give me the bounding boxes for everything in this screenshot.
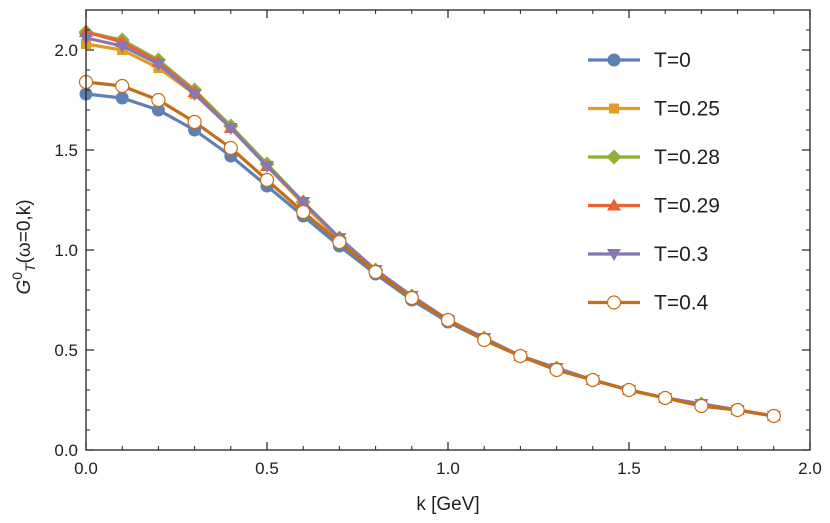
data-point [332,234,347,250]
legend-label: T=0.29 [654,195,720,218]
data-point [658,390,673,406]
data-point [187,114,202,130]
data-point [621,382,637,398]
data-point [585,372,600,388]
y-axis-title: G0T(ω=0,k) [9,199,38,294]
data-point [766,408,781,424]
legend-item: T=0.4 [588,292,709,315]
legend-swatch-marker [609,103,619,114]
data-point [296,204,311,220]
legend-label: T=0.3 [654,243,708,266]
legend-label: T=0.25 [654,98,720,121]
data-point [513,348,528,364]
legend-swatch-marker [607,198,621,211]
data-point [187,89,202,101]
data-point [115,78,130,94]
legend-swatch-marker [607,249,621,261]
data-point [368,264,383,280]
plot-area [78,24,782,424]
y-tick-label: 0.0 [54,441,78,460]
legend-swatch-marker [607,53,621,67]
data-point [151,92,166,108]
y-axis-title-sup: 0 [9,272,25,280]
x-tick-label: 2.0 [798,459,822,478]
y-axis-title-rest: (ω=0,k) [14,199,35,263]
data-point [260,161,274,173]
x-tick-label: 1.0 [436,459,460,478]
data-point [151,103,165,117]
legend-item: T=0 [588,49,691,72]
legend-swatch-marker [606,149,622,165]
data-point [259,172,275,188]
legend-item: T=0.28 [588,146,720,169]
y-tick-label: 1.5 [54,141,78,160]
y-tick-label: 2.0 [54,41,78,60]
y-tick-label: 0.5 [54,341,78,360]
data-point [223,140,238,156]
x-tick-label: 1.5 [617,459,641,478]
series-T=0.4 [78,74,781,424]
legend-swatch-marker [606,295,622,310]
y-axis-title-sub: T [22,262,38,272]
data-point [115,91,129,105]
data-point [223,123,238,135]
data-point [440,312,456,328]
legend-item: T=0.25 [588,98,720,121]
legend-label: T=0.28 [654,146,720,169]
legend-item: T=0.3 [588,243,708,266]
legend-label: T=0.4 [654,292,709,315]
data-point [151,59,166,71]
data-point [549,362,564,378]
legend-item: T=0.29 [588,195,720,218]
x-tick-label: 0.5 [255,459,279,478]
data-point [115,41,130,53]
data-point [477,332,492,348]
x-axis-title: k [GeV] [416,494,479,515]
data-point [296,197,311,209]
data-point [404,290,419,306]
x-tick-label: 0.0 [74,459,98,478]
data-point [694,398,709,414]
data-point [730,402,745,418]
y-axis-title-base: G [14,280,35,295]
y-tick-label: 1.0 [54,241,78,260]
legend-label: T=0 [654,49,691,72]
axes: 0.0 0.5 1.0 1.5 2.0 0.0 0.5 1.0 1.5 2.0 [54,9,822,478]
legend: T=0 T=0.25 T=0.28 T=0.29 T=0.3 T=0.4 [588,49,720,315]
